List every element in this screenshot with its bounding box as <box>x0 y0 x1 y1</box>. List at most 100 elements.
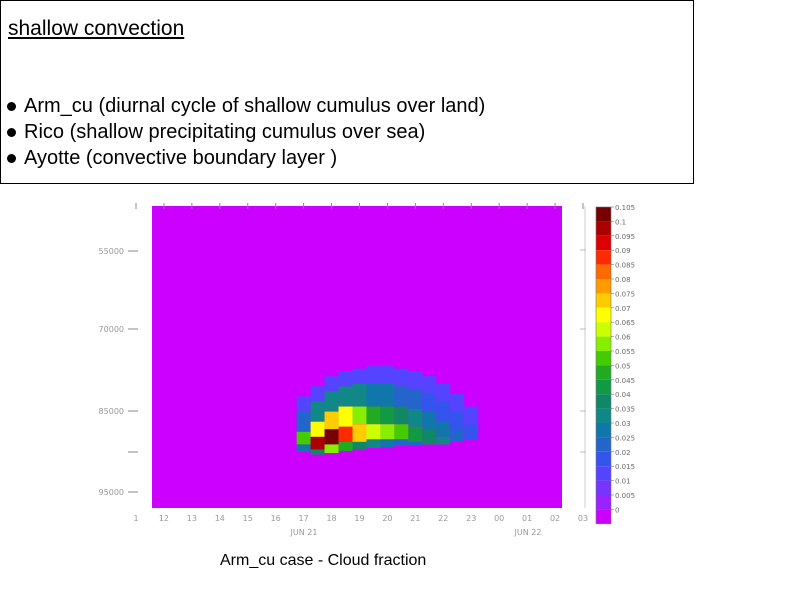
heatmap-cell <box>338 426 353 442</box>
heatmap-cell <box>352 441 367 450</box>
heatmap-cell <box>436 401 451 422</box>
heatmap-cell <box>324 391 339 412</box>
x-date-label: JUN 22 <box>514 528 542 537</box>
bullet-icon <box>7 154 16 163</box>
heatmap-cell <box>380 383 395 407</box>
heatmap-cell <box>324 444 339 454</box>
colorbar-swatch <box>596 495 611 510</box>
colorbar-label: 0.03 <box>615 420 631 428</box>
x-tick-label: 03 <box>578 514 588 523</box>
heatmap-cell <box>310 386 325 402</box>
colorbar-label: 0.09 <box>615 247 631 255</box>
colorbar-swatch <box>596 207 611 222</box>
plot-background <box>152 206 562 508</box>
colorbar-swatch <box>596 307 611 323</box>
heatmap-cell <box>394 424 409 440</box>
colorbar-label: 0.01 <box>615 478 631 486</box>
bullet-text: Rico (shallow precipitating cumulus over… <box>24 121 426 143</box>
colorbar-swatch <box>596 351 611 366</box>
heatmap-cell <box>436 421 451 437</box>
colorbar-label: 0.005 <box>615 492 635 500</box>
heatmap-cell <box>338 386 353 407</box>
colorbar-label: 0.1 <box>615 218 626 226</box>
x-tick-label: 13 <box>187 514 197 523</box>
heatmap-cell <box>450 429 465 442</box>
heatmap-cell <box>296 411 311 432</box>
colorbar-swatch <box>596 480 611 495</box>
y-tick-label: 70000 <box>99 325 124 334</box>
heatmap-cell <box>408 426 423 442</box>
heatmap-cell <box>464 424 479 440</box>
bullet-item: Arm_cu (diurnal cycle of shallow cumulus… <box>7 93 485 119</box>
colorbar-label: 0.05 <box>615 362 631 370</box>
x-tick-label: 00 <box>494 514 504 523</box>
colorbar-label: 0.085 <box>615 262 635 270</box>
colorbar-swatch <box>596 379 611 395</box>
x-tick-label: 16 <box>271 514 281 523</box>
colorbar-label: 0.035 <box>615 406 635 414</box>
x-tick-label: 17 <box>299 514 309 523</box>
heatmap-cell <box>450 393 465 412</box>
heatmap-cell <box>380 439 395 447</box>
heatmap-cell <box>324 429 339 445</box>
heatmap-cell <box>422 411 437 430</box>
heatmap-cell <box>422 429 437 445</box>
x-tick-label: 14 <box>215 514 225 523</box>
heatmap-cell <box>324 411 339 430</box>
colorbar-label: 0.075 <box>615 290 635 298</box>
heatmap-cell <box>296 431 311 445</box>
y-tick-label: 85000 <box>99 407 124 416</box>
bullet-item: Rico (shallow precipitating cumulus over… <box>7 119 485 145</box>
heatmap-cell <box>338 441 353 451</box>
colorbar-swatch <box>596 221 611 236</box>
colorbar-swatch <box>596 509 611 524</box>
chart-caption: Arm_cu case - Cloud fraction <box>220 552 427 569</box>
y-tick-label: 55000 <box>99 247 124 256</box>
heatmap-cell <box>408 371 423 389</box>
bullet-icon <box>7 102 16 111</box>
x-tick-label: 23 <box>466 514 476 523</box>
bullet-icon <box>7 128 16 137</box>
heatmap-cell <box>338 371 353 387</box>
heatmap-cell <box>408 388 423 410</box>
heatmap-cell <box>380 406 395 425</box>
colorbar-label: 0.095 <box>615 233 635 241</box>
heatmap-cell <box>408 441 423 446</box>
colorbar-swatch <box>596 394 611 409</box>
heatmap-cell <box>352 406 367 425</box>
heatmap-cell <box>366 366 381 384</box>
bullet-item: Ayotte (convective boundary layer ) <box>7 145 485 171</box>
colorbar-swatch <box>596 451 611 467</box>
bullet-text: Arm_cu (diurnal cycle of shallow cumulus… <box>24 95 486 117</box>
heatmap-cell <box>366 383 381 407</box>
heatmap-cell <box>436 383 451 402</box>
colorbar-label: 0.025 <box>615 434 635 442</box>
colorbar-swatch <box>596 264 611 279</box>
heatmap-cell <box>464 406 479 425</box>
heatmap-cell <box>422 393 437 412</box>
colorbar-swatch <box>596 336 611 351</box>
bullet-list: Arm_cu (diurnal cycle of shallow cumulus… <box>7 93 485 171</box>
heatmap-cell <box>422 376 437 394</box>
colorbar-label: 0.08 <box>615 276 631 284</box>
colorbar-label: 0.04 <box>615 391 631 399</box>
colorbar-swatch <box>596 250 611 265</box>
heatmap-cell <box>324 376 339 392</box>
x-tick-label: 01 <box>522 514 532 523</box>
heatmap-cell <box>310 436 325 450</box>
colorbar-label: 0.02 <box>615 449 631 457</box>
heatmap-cell <box>394 406 409 425</box>
x-tick-label: 02 <box>550 514 560 523</box>
colorbar-label: 0.015 <box>615 463 635 471</box>
colorbar-label: 0.065 <box>615 319 635 327</box>
heatmap-cell <box>408 409 423 427</box>
x-tick-label: 19 <box>354 514 364 523</box>
heatmap-cell <box>310 449 325 455</box>
colorbar-swatch <box>596 466 611 481</box>
colorbar-swatch <box>596 322 611 337</box>
x-tick-label: 22 <box>438 514 448 523</box>
x-tick-label: 21 <box>410 514 420 523</box>
y-tick-label: 95000 <box>99 488 124 497</box>
heatmap-cell <box>352 424 367 442</box>
